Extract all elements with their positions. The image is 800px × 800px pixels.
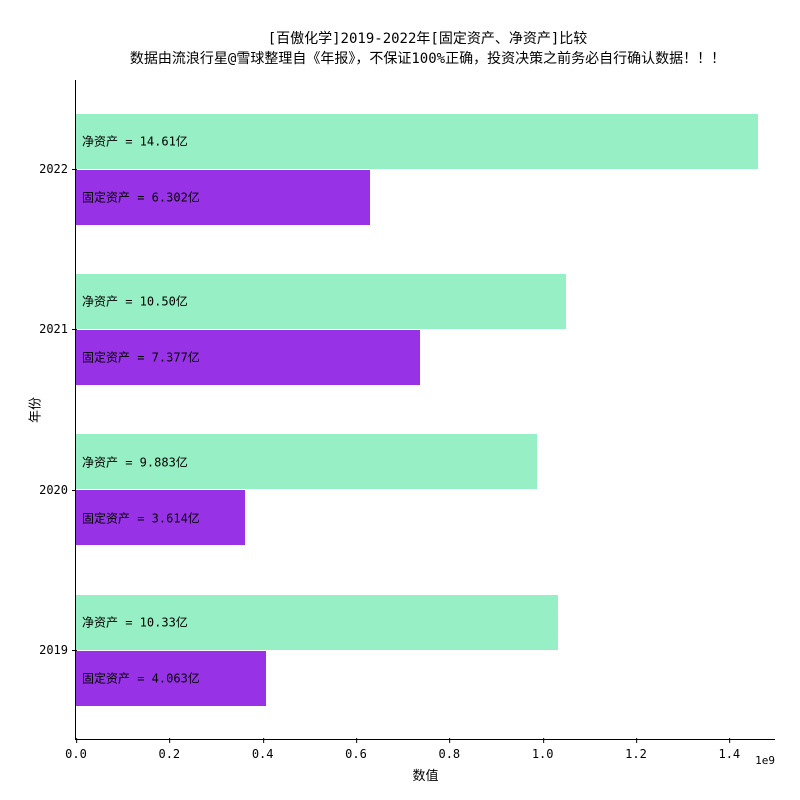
x-tick: 0.6 <box>345 739 367 761</box>
bar-net-assets: 净资产 = 14.61亿 <box>76 114 758 169</box>
bar-fixed-assets: 固定资产 = 7.377亿 <box>76 330 420 385</box>
bar-net-assets: 净资产 = 10.33亿 <box>76 595 558 650</box>
chart-container: [百傲化学]2019-2022年[固定资产、净资产]比较 数据由流浪行星@雪球整… <box>0 0 800 800</box>
x-tick: 0.2 <box>158 739 180 761</box>
x-tick: 1.4 <box>718 739 740 761</box>
bar-fixed-assets: 固定资产 = 4.063亿 <box>76 651 266 706</box>
y-tick: 2022 <box>26 162 76 176</box>
y-axis-label: 年份 <box>25 396 44 422</box>
bar-label: 固定资产 = 6.302亿 <box>82 189 200 206</box>
bar-label: 固定资产 = 7.377亿 <box>82 349 200 366</box>
bar-fixed-assets: 固定资产 = 6.302亿 <box>76 170 370 225</box>
bar-label: 固定资产 = 3.614亿 <box>82 509 200 526</box>
bar-label: 净资产 = 14.61亿 <box>82 133 188 150</box>
x-tick: 1.0 <box>532 739 554 761</box>
bar-net-assets: 净资产 = 10.50亿 <box>76 274 566 329</box>
bar-label: 净资产 = 9.883亿 <box>82 453 188 470</box>
x-tick: 1.2 <box>625 739 647 761</box>
bar-label: 固定资产 = 4.063亿 <box>82 670 200 687</box>
x-axis-label: 数值 <box>412 765 438 784</box>
chart-title-block: [百傲化学]2019-2022年[固定资产、净资产]比较 数据由流浪行星@雪球整… <box>75 30 780 69</box>
x-tick: 0.4 <box>252 739 274 761</box>
bar-label: 净资产 = 10.33亿 <box>82 614 188 631</box>
x-tick: 0.8 <box>438 739 460 761</box>
x-axis-exponent: 1e9 <box>755 754 775 767</box>
chart-title-line1: [百傲化学]2019-2022年[固定资产、净资产]比较 <box>75 30 780 50</box>
bar-label: 净资产 = 10.50亿 <box>82 293 188 310</box>
bar-fixed-assets: 固定资产 = 3.614亿 <box>76 490 245 545</box>
y-tick: 2021 <box>26 322 76 336</box>
y-tick: 2019 <box>26 643 76 657</box>
y-tick: 2020 <box>26 483 76 497</box>
plot-area: 年份 数值 1e9 0.00.20.40.60.81.01.21.42022净资… <box>75 80 775 740</box>
chart-title-line2: 数据由流浪行星@雪球整理自《年报》，不保证100%正确，投资决策之前务必自行确认… <box>75 50 780 70</box>
x-tick: 0.0 <box>65 739 87 761</box>
bar-net-assets: 净资产 = 9.883亿 <box>76 434 537 489</box>
